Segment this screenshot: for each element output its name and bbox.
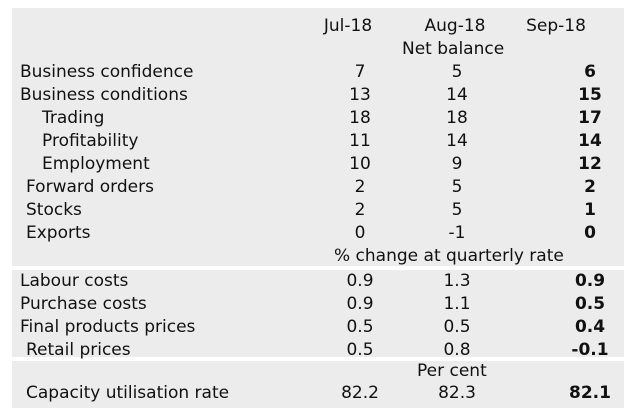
- row-value-jul: 0.5: [346, 340, 374, 360]
- row-value-sep: 82.1: [569, 383, 611, 403]
- row-label: Exports: [26, 223, 91, 243]
- row-value-sep: 0.5: [574, 294, 606, 314]
- row-value-jul: 11: [349, 131, 371, 151]
- row-value-jul: 2: [354, 177, 366, 197]
- row-label: Final products prices: [20, 317, 196, 337]
- row-value-sep: -0.1: [571, 340, 609, 360]
- row-value-jul: 13: [349, 85, 371, 105]
- row-value-jul: 7: [354, 62, 366, 82]
- section-title-net-balance: Net balance: [402, 39, 505, 59]
- row-label: Retail prices: [26, 340, 131, 360]
- row-value-sep: 0: [584, 223, 596, 243]
- header-sep-18: Sep-18: [526, 16, 586, 36]
- row-value-sep: 2: [584, 177, 596, 197]
- row-label: Profitability: [42, 131, 139, 151]
- header-jul-18: Jul-18: [323, 16, 373, 36]
- row-label: Business confidence: [20, 62, 194, 82]
- row-value-sep: 0.9: [574, 271, 606, 291]
- row-value-jul: 0.9: [346, 294, 374, 314]
- row-label: Labour costs: [20, 271, 129, 291]
- header-aug-18: Aug-18: [424, 16, 486, 36]
- row-value-aug: 1.3: [443, 271, 471, 291]
- row-value-sep: 12: [578, 154, 602, 174]
- row-label: Stocks: [26, 200, 82, 220]
- row-value-aug: 9: [451, 154, 463, 174]
- row-value-sep: 6: [584, 62, 596, 82]
- row-value-aug: 5: [451, 177, 463, 197]
- row-value-aug: 14: [446, 85, 468, 105]
- row-label: Forward orders: [26, 177, 154, 197]
- row-value-aug: 14: [446, 131, 468, 151]
- row-value-sep: 15: [578, 85, 602, 105]
- row-label: Employment: [42, 154, 150, 174]
- row-value-aug: 82.3: [438, 383, 476, 403]
- row-value-jul: 0.9: [346, 271, 374, 291]
- section-title-quarterly-change: % change at quarterly rate: [334, 246, 564, 266]
- row-value-sep: 14: [578, 131, 602, 151]
- row-label: Capacity utilisation rate: [26, 383, 230, 403]
- row-value-aug: 5: [451, 200, 463, 220]
- row-value-jul: 10: [349, 154, 371, 174]
- economic-indicators-table: Jul-18 Aug-18 Sep-18 Net balance Busines…: [12, 8, 624, 408]
- row-value-jul: 0: [354, 223, 366, 243]
- section-title-per-cent: Per cent: [417, 361, 487, 381]
- row-value-aug: -1: [448, 223, 466, 243]
- row-value-aug: 0.5: [443, 317, 471, 337]
- row-value-jul: 18: [349, 108, 371, 128]
- row-value-jul: 0.5: [346, 317, 374, 337]
- row-label: Business conditions: [20, 85, 188, 105]
- row-label: Purchase costs: [20, 294, 147, 314]
- row-value-sep: 0.4: [574, 317, 606, 337]
- row-value-sep: 1: [584, 200, 596, 220]
- row-value-sep: 17: [578, 108, 602, 128]
- section-divider: [12, 266, 624, 270]
- row-value-jul: 82.2: [341, 383, 379, 403]
- row-value-aug: 5: [451, 62, 463, 82]
- row-label: Trading: [42, 108, 105, 128]
- section-divider: [12, 357, 624, 361]
- row-value-aug: 0.8: [443, 340, 471, 360]
- row-value-aug: 1.1: [443, 294, 471, 314]
- row-value-aug: 18: [446, 108, 468, 128]
- row-value-jul: 2: [354, 200, 366, 220]
